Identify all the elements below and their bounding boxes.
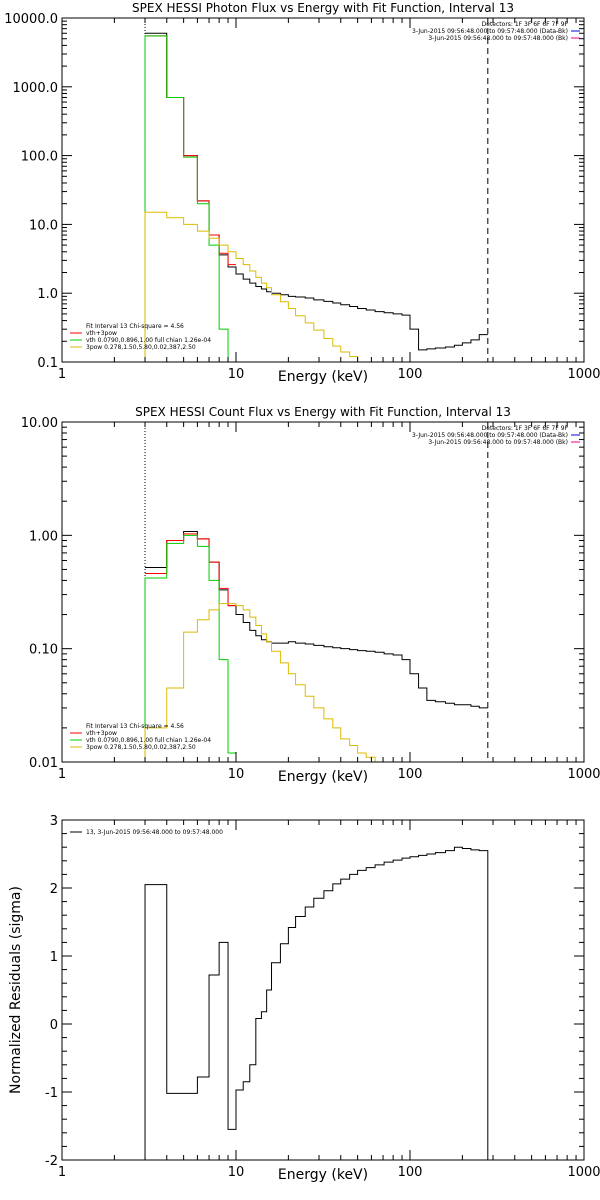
series-13-3-jun-2015-09-56-48-000-to-09-57-48-000	[144, 846, 489, 1160]
y-tick-label: 10000.0	[4, 12, 58, 27]
y-axis: 0.01 0.10 1.00 10.00	[21, 416, 584, 771]
series-3pow	[144, 603, 376, 762]
series-vth	[144, 35, 229, 362]
x-tick-label: 1	[58, 767, 66, 782]
legend-entry: Fit Interval 13 Chi-square = 4.56	[86, 723, 184, 730]
plot-frame	[61, 819, 585, 1161]
y-tick-label: 0	[50, 1018, 58, 1033]
x-tick-label: 1	[58, 367, 66, 382]
info-line: 3-Jun-2015 09:56:48.000 to 09:57:48.000 …	[412, 432, 568, 439]
legend-entry: vth+3pow	[86, 730, 117, 737]
x-tick-label: 1	[58, 1165, 66, 1180]
series-vth-3pow	[145, 35, 236, 266]
y-axis: -2 -1 0 1 2 3	[45, 814, 584, 1169]
legend-entry: 13, 3-Jun-2015 09:56:48.000 to 09:57:48.…	[86, 829, 223, 836]
info-line: 3-Jun-2015 09:56:48.000 to 09:57:48.000 …	[428, 35, 568, 42]
detector-info: Detectors: 1F 3F 6F 6F 7F 9F3-Jun-2015 0…	[412, 21, 580, 42]
detector-info: Detectors: 1F 3F 6F 6F 7F 9F3-Jun-2015 0…	[412, 425, 580, 446]
info-line: Detectors: 1F 3F 6F 6F 7F 9F	[482, 21, 569, 28]
y-tick-label: 1000.0	[13, 81, 59, 96]
y-tick-label: 3	[50, 814, 58, 829]
y-tick-label: 100.0	[21, 150, 58, 165]
legend: Fit Interval 13 Chi-square = 4.56vth+3po…	[70, 723, 211, 751]
x-axis-label: Energy (keV)	[278, 1167, 368, 1183]
info-line: 3-Jun-2015 09:56:48.000 to 09:57:48.000 …	[412, 28, 568, 35]
y-tick-label: 0.01	[29, 756, 58, 771]
x-tick-label: 1000	[567, 1165, 600, 1180]
legend-entry: vth+3pow	[86, 330, 117, 337]
x-tick-label: 100	[398, 767, 423, 782]
x-tick-label: 100	[398, 1165, 423, 1180]
y-tick-label: 2	[50, 882, 58, 897]
x-tick-label: 10	[228, 1165, 245, 1180]
series-3pow	[144, 211, 367, 362]
x-tick-label: 1000	[567, 367, 600, 382]
x-axis-label: Energy (keV)	[278, 369, 368, 385]
y-tick-label: -1	[45, 1086, 58, 1101]
plot-frame	[61, 17, 585, 363]
y-tick-label: 1	[50, 950, 58, 965]
x-tick-label: 100	[398, 367, 423, 382]
series-data	[145, 32, 488, 351]
y-tick-label: 0.1	[37, 356, 58, 371]
y-tick-label: -2	[45, 1154, 58, 1169]
series-vth	[144, 534, 237, 762]
y-axis: 0.1 1.0 10.0 100.0 1000.0 10000.0	[4, 12, 584, 371]
residuals-panel: 1 10 100 1000 Energy (keV) -2 -1 0 1 2 3 Normalized…	[8, 814, 600, 1183]
legend-entry: 3pow 0.278,1.50,5.80,0.02,387,2.50	[86, 344, 196, 351]
legend-entry: vth 0.0790,0.896,1.00 full chian 1.26e-0…	[86, 737, 211, 744]
legend-entry: Fit Interval 13 Chi-square = 4.56	[86, 323, 184, 330]
info-line: Detectors: 1F 3F 6F 6F 7F 9F	[482, 425, 569, 432]
y-axis-label: Normalized Residuals (sigma)	[8, 886, 24, 1094]
x-axis: 1 10 100 1000	[58, 18, 600, 382]
chart-title: SPEX HESSI Count Flux vs Energy with Fit…	[135, 405, 511, 419]
chart-title: SPEX HESSI Photon Flux vs Energy with Fi…	[132, 1, 514, 15]
y-tick-label: 10.00	[21, 416, 58, 431]
series-data	[145, 531, 488, 709]
legend: 13, 3-Jun-2015 09:56:48.000 to 09:57:48.…	[70, 829, 223, 836]
series-group	[144, 531, 488, 762]
count-flux-panel: SPEX HESSI Count Flux vs Energy with Fit…	[21, 405, 600, 785]
x-axis: 1 10 100 1000	[58, 820, 600, 1180]
x-tick-label: 10	[228, 767, 245, 782]
info-line: 3-Jun-2015 09:56:48.000 to 09:57:48.000 …	[428, 439, 568, 446]
series-group	[144, 846, 489, 1160]
x-tick-label: 1000	[567, 767, 600, 782]
photon-flux-panel: SPEX HESSI Photon Flux vs Energy with Fi…	[4, 1, 600, 385]
x-axis-label: Energy (keV)	[278, 769, 368, 785]
y-tick-label: 1.00	[29, 529, 58, 544]
x-axis: 1 10 100 1000	[58, 422, 600, 782]
legend-entry: 3pow 0.278,1.50,5.80,0.02,387,2.50	[86, 744, 196, 751]
plot-frame	[61, 421, 585, 763]
x-tick-label: 10	[228, 367, 245, 382]
legend-entry: vth 0.0790,0.896,1.00 full chian 1.26e-0…	[86, 337, 211, 344]
series-group	[144, 32, 488, 362]
y-tick-label: 0.10	[29, 643, 58, 658]
y-tick-label: 1.0	[37, 287, 58, 302]
y-tick-label: 10.0	[29, 218, 58, 233]
legend: Fit Interval 13 Chi-square = 4.56vth+3po…	[70, 323, 211, 351]
series-vth-3pow	[145, 533, 236, 607]
